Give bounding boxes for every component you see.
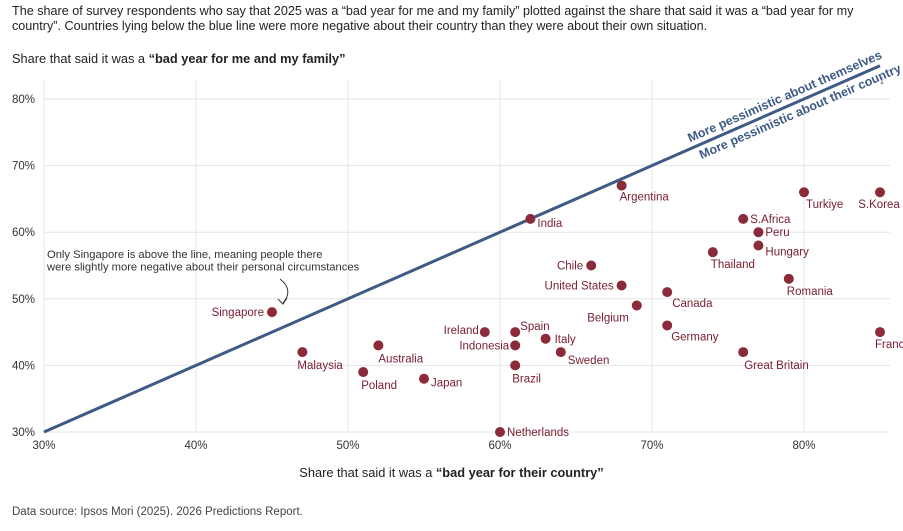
label-indonesia: Indonesia xyxy=(459,340,509,352)
point-great-britain xyxy=(738,347,749,358)
point-italy xyxy=(540,333,551,344)
y-tick-label: 40% xyxy=(12,360,35,372)
label-united-states: United States xyxy=(545,280,614,292)
y-axis-label: Share that said it was a “bad year for m… xyxy=(12,51,346,66)
y-tick-label: 70% xyxy=(12,161,35,173)
label-romania: Romania xyxy=(787,286,834,298)
point-australia xyxy=(373,340,384,351)
annotation-arrowhead xyxy=(277,297,288,305)
point-turkiye xyxy=(799,187,809,198)
point-netherlands xyxy=(495,427,505,437)
point-france xyxy=(875,327,885,338)
y-tick-label: 50% xyxy=(12,294,35,306)
y-tick-label: 30% xyxy=(12,427,35,439)
chart-subtitle: The share of survey respondents who say … xyxy=(12,4,854,33)
label-india: India xyxy=(537,218,563,230)
x-tick-label: 30% xyxy=(32,440,55,452)
point-s-korea xyxy=(875,187,885,198)
label-ireland: Ireland xyxy=(444,325,479,337)
label-thailand: Thailand xyxy=(711,259,755,271)
x-tick-label: 40% xyxy=(184,440,207,452)
label-s-korea: S.Korea xyxy=(858,199,900,211)
y-axis-label-bold: “bad year for me and my family” xyxy=(148,51,346,66)
data-points: Argentina India Turkiye S.Korea S.AfricaPeru… xyxy=(212,180,903,439)
annotation-text-line: were slightly more negative about their … xyxy=(46,262,360,274)
point-germany xyxy=(662,320,673,331)
label-peru: Peru xyxy=(765,227,789,239)
label-australia: Australia xyxy=(378,353,423,365)
label-sweden: Sweden xyxy=(568,355,610,367)
label-turkiye: Turkiye xyxy=(806,199,843,211)
label-germany: Germany xyxy=(671,331,719,343)
label-argentina: Argentina xyxy=(620,192,670,204)
label-france: France xyxy=(875,339,903,351)
y-tick-label: 60% xyxy=(12,227,35,239)
point-brazil xyxy=(510,360,521,371)
x-tick-label: 70% xyxy=(640,440,663,452)
point-ireland xyxy=(479,327,490,338)
point-peru xyxy=(753,227,764,238)
point-indonesia xyxy=(510,340,521,351)
point-malaysia xyxy=(297,347,308,358)
x-tick-label: 60% xyxy=(488,440,511,452)
label-chile: Chile xyxy=(557,261,583,273)
point-japan xyxy=(419,373,429,384)
point-singapore xyxy=(267,307,277,318)
label-s-africa: S.Africa xyxy=(750,214,791,226)
annotation-group: Only Singapore is above the line, meanin… xyxy=(46,249,360,305)
label-spain: Spain xyxy=(520,321,549,333)
x-axis-label-bold: “bad year for their country” xyxy=(435,465,604,480)
label-italy: Italy xyxy=(555,334,576,346)
label-singapore: Singapore xyxy=(212,307,264,319)
point-sweden xyxy=(555,347,566,358)
arrow-down-icon: ↓ xyxy=(879,73,885,87)
point-belgium xyxy=(631,300,642,311)
point-india xyxy=(525,213,536,224)
point-spain xyxy=(510,327,521,338)
point-s-africa xyxy=(738,213,749,224)
point-hungary xyxy=(753,240,764,251)
label-belgium: Belgium xyxy=(587,312,629,324)
arrow-up-icon: ↑ xyxy=(867,53,873,67)
label-poland: Poland xyxy=(361,380,397,392)
x-tick-label: 80% xyxy=(792,440,815,452)
x-axis-label: Share that said it was a “bad year for t… xyxy=(0,465,903,480)
x-axis-label-prefix: Share that said it was a xyxy=(299,465,436,480)
diagonal-reference-line xyxy=(43,64,881,434)
label-more-pessimistic-country: More pessimistic about their country xyxy=(697,61,903,162)
annotation-text-line: Only Singapore is above the line, meanin… xyxy=(47,249,323,261)
label-malaysia: Malaysia xyxy=(297,360,343,372)
label-japan: Japan xyxy=(431,378,462,390)
label-brazil: Brazil xyxy=(512,373,541,385)
y-tick-label: 80% xyxy=(12,94,35,106)
point-canada xyxy=(662,287,673,298)
point-united-states xyxy=(616,280,627,291)
point-romania xyxy=(783,273,794,284)
point-poland xyxy=(358,367,369,378)
point-argentina xyxy=(616,180,627,191)
label-great-britain: Great Britain xyxy=(744,360,809,372)
point-chile xyxy=(586,260,597,271)
data-source-note: Data source: Ipsos Mori (2025). 2026 Pre… xyxy=(12,506,303,518)
tick-labels: 30% 40% 50% 60% 70% 80% 30% 40% 50% 60% 70% 80% xyxy=(12,94,816,452)
label-hungary: Hungary xyxy=(765,247,809,259)
grid-lines xyxy=(43,80,890,433)
label-netherlands: Netherlands xyxy=(507,427,569,439)
label-more-pessimistic-themselves: More pessimistic about themselves xyxy=(686,48,884,145)
x-tick-label: 50% xyxy=(336,440,359,452)
y-axis-label-prefix: Share that said it was a xyxy=(12,51,149,66)
label-canada: Canada xyxy=(672,298,713,310)
point-thailand xyxy=(707,247,718,258)
